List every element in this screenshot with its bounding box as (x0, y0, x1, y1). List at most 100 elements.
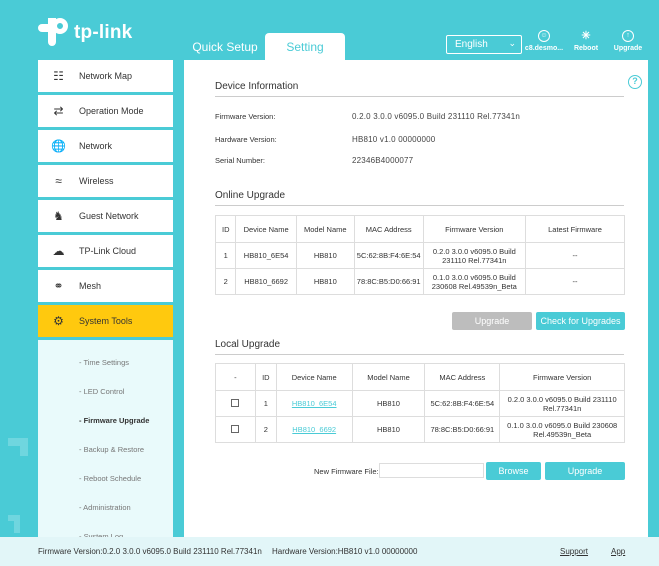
sidebar-item-wireless[interactable]: ≈ Wireless (38, 165, 173, 197)
sidebar-item-mesh[interactable]: ⚭ Mesh (38, 270, 173, 302)
hardware-version-label: Hardware Version: (215, 135, 277, 144)
table-row: 2 HB810_6692 HB810 78:8C:B5:D0:66:91 0.1… (215, 416, 625, 443)
local-upgrade-button[interactable]: Upgrade (545, 462, 625, 480)
language-select[interactable]: English ⌄ (446, 35, 522, 54)
mesh-icon: ⚭ (53, 279, 64, 293)
online-upgrade-button[interactable]: Upgrade (452, 312, 532, 330)
language-value: English (455, 39, 488, 50)
sidebar-item-guest-network[interactable]: ♞ Guest Network (38, 200, 173, 232)
cloud-icon: ☁ (52, 244, 65, 258)
cell-mac: 78:8C:B5:D0:66:91 (424, 416, 501, 443)
tab-quick-setup[interactable]: Quick Setup (192, 39, 258, 54)
reboot-button[interactable]: ✳ Reboot (566, 30, 606, 52)
table-row: 1 HB810_6E54 HB810 5C:62:8B:F4:6E:54 0.2… (214, 242, 625, 269)
column-header: Model Name (295, 215, 355, 243)
sidebar-item-label: TP-Link Cloud (79, 246, 137, 256)
online-upgrade-table: ID Device Name Model Name MAC Address Fi… (214, 215, 625, 295)
main-content: ? Device Information Firmware Version: 0… (184, 60, 648, 537)
app-link[interactable]: App (611, 547, 626, 556)
upgrade-header-button[interactable]: ↑ Upgrade (608, 30, 648, 52)
cell-firmware: 0.1.0 3.0.0 v6095.0 Build 230608 Rel.495… (422, 268, 527, 295)
local-upgrade-table: - ID Device Name Model Name MAC Address … (215, 363, 625, 443)
sidebar-item-label: Operation Mode (79, 106, 144, 116)
column-header: ID (254, 363, 277, 391)
decorative-shape (8, 438, 28, 446)
column-header: Firmware Version (422, 215, 527, 243)
firmware-file-input[interactable] (379, 463, 484, 478)
divider (215, 96, 624, 97)
check-for-upgrades-button[interactable]: Check for Upgrades (536, 312, 625, 330)
column-header: Device Name (275, 363, 353, 391)
cell-model-name: HB810 (351, 390, 426, 417)
sidebar-item-label: Network Map (79, 71, 133, 81)
decorative-shape (20, 438, 28, 456)
cell-id: 1 (214, 242, 237, 269)
submenu-time-settings[interactable]: - Time Settings (79, 358, 130, 367)
column-header: Firmware Version (499, 363, 625, 391)
cell-mac: 5C:62:8B:F4:6E:54 (353, 242, 424, 269)
device-name-link[interactable]: HB810_6692 (292, 425, 337, 434)
cell-device-name: HB810_6E54 (275, 390, 353, 417)
local-upgrade-title: Local Upgrade (215, 339, 281, 350)
cell-firmware: 0.2.0 3.0.0 v6095.0 Build 231110 Rel.773… (499, 390, 625, 417)
reboot-icon: ✳ (581, 30, 591, 42)
submenu-administration[interactable]: - Administration (79, 503, 131, 512)
operation-mode-icon: ⇄ (53, 104, 64, 118)
row-checkbox[interactable] (231, 424, 240, 433)
cell-latest-firmware: -- (525, 242, 625, 269)
footer-firmware-version: Firmware Version:0.2.0 3.0.0 v6095.0 Bui… (38, 547, 262, 556)
divider (215, 205, 624, 206)
cell-device-name: HB810_6692 (235, 268, 297, 295)
firmware-version-value: 0.2.0 3.0.0 v6095.0 Build 231110 Rel.773… (352, 112, 520, 121)
table-row: 2 HB810_6692 HB810 78:8C:B5:D0:66:91 0.1… (214, 268, 625, 295)
cell-model-name: HB810 (351, 416, 426, 443)
column-header: Model Name (351, 363, 426, 391)
account-button[interactable]: ☺ c8.desmo... (524, 30, 564, 52)
upgrade-icon: ↑ (622, 30, 634, 42)
sidebar-item-operation-mode[interactable]: ⇄ Operation Mode (38, 95, 173, 127)
account-label: c8.desmo... (524, 45, 564, 52)
cell-device-name: HB810_6E54 (235, 242, 297, 269)
browse-button[interactable]: Browse (486, 462, 541, 480)
tab-setting[interactable]: Setting (265, 33, 345, 60)
network-map-icon: ☷ (53, 69, 64, 83)
cell-checkbox (215, 390, 256, 417)
sidebar-item-label: Wireless (79, 176, 114, 186)
support-link[interactable]: Support (560, 547, 589, 556)
column-header: MAC Address (353, 215, 424, 243)
footer: Firmware Version:0.2.0 3.0.0 v6095.0 Bui… (0, 537, 659, 566)
submenu-system-log[interactable]: - System Log (38, 522, 173, 551)
hardware-version-value: HB810 v1.0 00000000 (352, 135, 436, 144)
device-name-link[interactable]: HB810_6E54 (291, 399, 337, 408)
submenu-reboot-schedule[interactable]: - Reboot Schedule (79, 474, 142, 483)
help-icon[interactable]: ? (628, 75, 642, 89)
column-header: ID (214, 215, 237, 243)
serial-number-value: 22346B4000077 (352, 156, 414, 165)
tp-link-logo: tp-link (38, 18, 132, 48)
cell-device-name: HB810_6692 (275, 416, 353, 443)
cell-mac: 78:8C:B5:D0:66:91 (353, 268, 424, 295)
cell-firmware: 0.2.0 3.0.0 v6095.0 Build 231110 Rel.773… (422, 242, 527, 269)
cell-mac: 5C:62:8B:F4:6E:54 (424, 390, 501, 417)
sidebar-item-network-map[interactable]: ☷ Network Map (38, 60, 173, 92)
submenu-firmware-upgrade[interactable]: - Firmware Upgrade (79, 416, 150, 425)
brand-name: tp-link (74, 22, 133, 43)
account-icon: ☺ (538, 30, 550, 42)
submenu-led-control[interactable]: - LED Control (79, 387, 125, 396)
sidebar-item-system-tools[interactable]: ⚙ System Tools (38, 305, 173, 337)
sidebar-item-label: Network (79, 141, 113, 151)
sidebar-item-network[interactable]: 🌐 Network (38, 130, 173, 162)
submenu-backup-restore[interactable]: - Backup & Restore (79, 445, 145, 454)
sidebar-item-label: System Tools (79, 316, 133, 326)
cell-model-name: HB810 (295, 268, 355, 295)
sidebar: ☷ Network Map ⇄ Operation Mode 🌐 Network… (38, 60, 173, 565)
tp-link-logo-icon (38, 18, 68, 48)
sidebar-item-tp-link-cloud[interactable]: ☁ TP-Link Cloud (38, 235, 173, 267)
column-header: - (215, 363, 256, 391)
chevron-down-icon: ⌄ (508, 38, 516, 48)
row-checkbox[interactable] (231, 398, 240, 407)
system-tools-submenu: - Time Settings - LED Control - Firmware… (38, 340, 173, 565)
serial-number-label: Serial Number: (215, 156, 266, 165)
column-header: Latest Firmware (525, 215, 625, 243)
column-header: Device Name (235, 215, 297, 243)
